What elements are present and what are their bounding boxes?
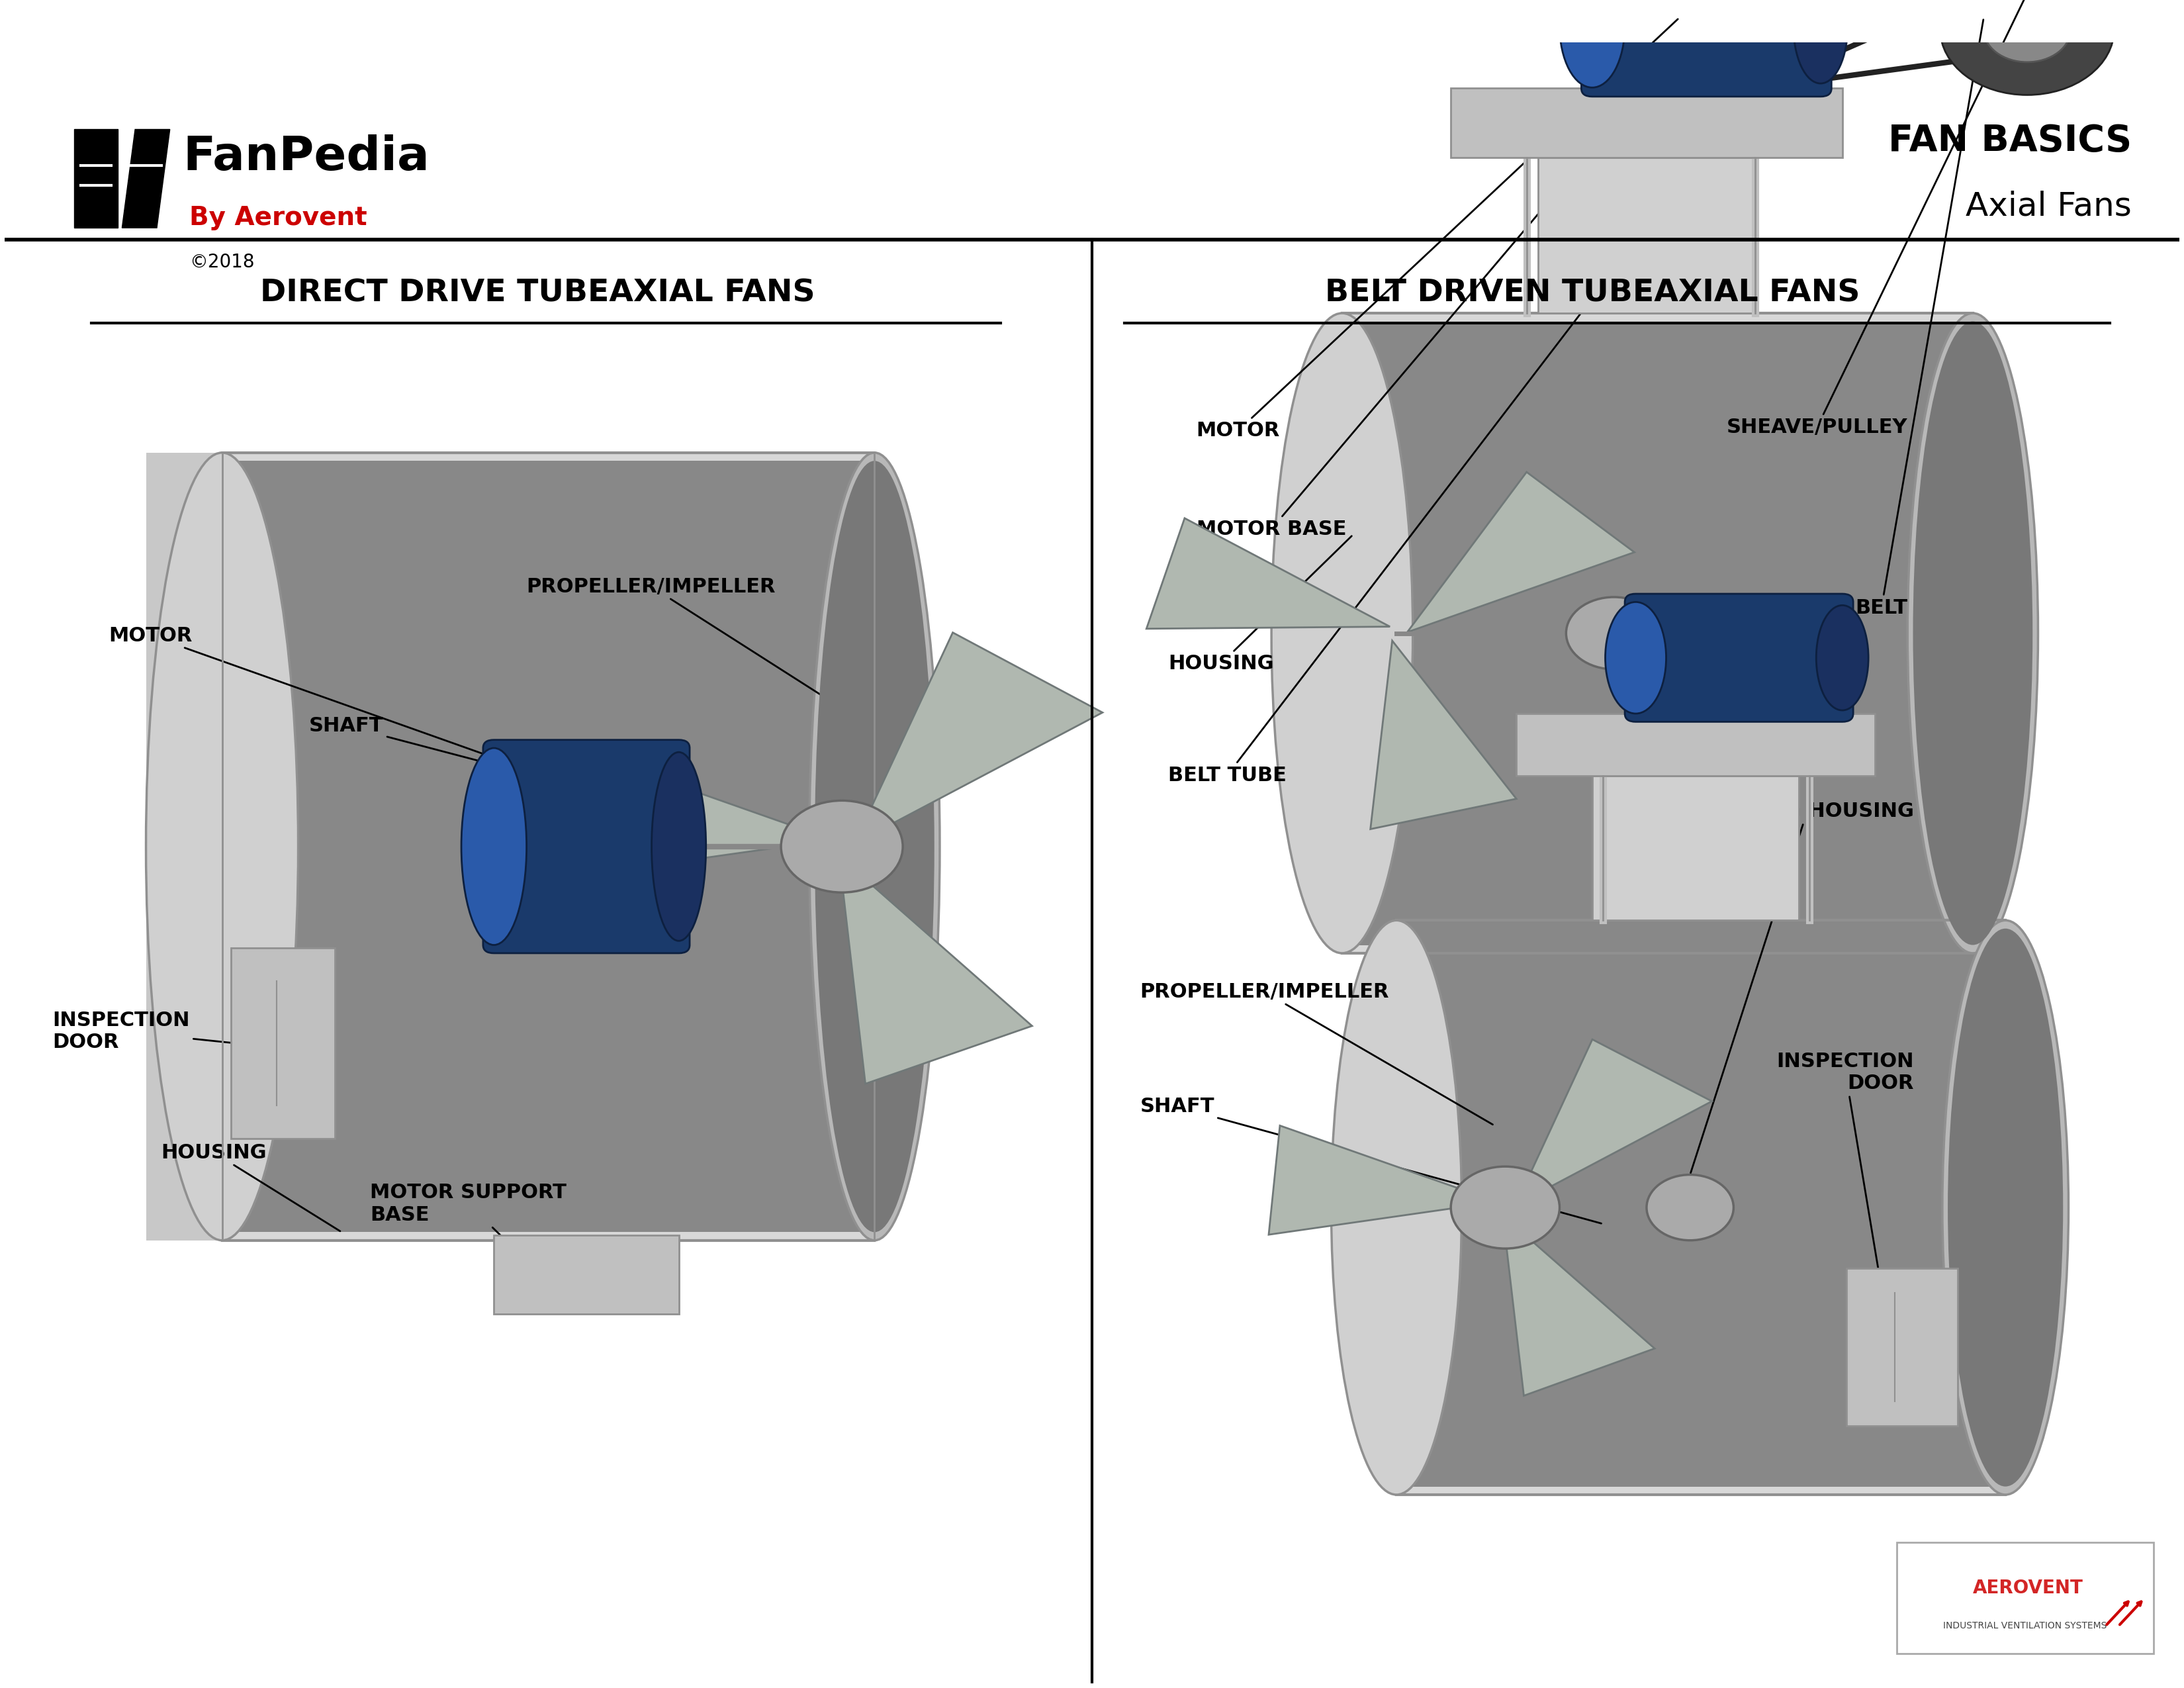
FancyBboxPatch shape bbox=[234, 461, 874, 1232]
FancyBboxPatch shape bbox=[1352, 321, 1972, 945]
FancyBboxPatch shape bbox=[494, 1236, 679, 1315]
Polygon shape bbox=[1516, 1040, 1712, 1205]
Ellipse shape bbox=[1793, 0, 1848, 83]
FancyBboxPatch shape bbox=[1538, 157, 1756, 314]
Text: PROPELLER/IMPELLER: PROPELLER/IMPELLER bbox=[1140, 982, 1492, 1124]
FancyBboxPatch shape bbox=[1592, 776, 1800, 920]
Ellipse shape bbox=[810, 452, 939, 1241]
Polygon shape bbox=[122, 130, 170, 228]
Text: INSPECTION
DOOR: INSPECTION DOOR bbox=[1778, 1052, 1913, 1312]
Text: INSPECTION
DOOR: INSPECTION DOOR bbox=[52, 1011, 236, 1052]
Polygon shape bbox=[1369, 641, 1516, 829]
Circle shape bbox=[1647, 1175, 1734, 1241]
FancyBboxPatch shape bbox=[232, 949, 334, 1139]
Text: BELT DRIVEN TUBEAXIAL FANS: BELT DRIVEN TUBEAXIAL FANS bbox=[1326, 279, 1861, 309]
FancyBboxPatch shape bbox=[1450, 88, 1843, 157]
FancyBboxPatch shape bbox=[483, 739, 690, 954]
Text: SHEAVE/PULLEY: SHEAVE/PULLEY bbox=[1728, 0, 2027, 437]
FancyBboxPatch shape bbox=[146, 452, 229, 1241]
Text: PROPELLER/IMPELLER: PROPELLER/IMPELLER bbox=[526, 577, 852, 714]
Ellipse shape bbox=[651, 753, 705, 940]
Text: BEARING HOUSING: BEARING HOUSING bbox=[1690, 802, 1913, 1173]
FancyBboxPatch shape bbox=[74, 130, 118, 228]
Text: SHAFT: SHAFT bbox=[310, 716, 753, 832]
Text: Axial Fans: Axial Fans bbox=[1966, 191, 2132, 223]
Text: MOTOR: MOTOR bbox=[109, 626, 557, 780]
Text: SHAFT: SHAFT bbox=[1140, 1097, 1601, 1224]
Text: AEROVENT: AEROVENT bbox=[1972, 1578, 2084, 1597]
Text: DIRECT DRIVE TUBEAXIAL FANS: DIRECT DRIVE TUBEAXIAL FANS bbox=[260, 279, 815, 309]
Ellipse shape bbox=[146, 452, 299, 1241]
Circle shape bbox=[1566, 598, 1662, 668]
FancyBboxPatch shape bbox=[1343, 314, 1972, 954]
Ellipse shape bbox=[1817, 606, 1867, 711]
Polygon shape bbox=[1503, 1215, 1655, 1396]
Polygon shape bbox=[1269, 1126, 1498, 1234]
Ellipse shape bbox=[815, 461, 935, 1232]
Circle shape bbox=[1983, 0, 2070, 62]
Ellipse shape bbox=[1948, 928, 2064, 1487]
Ellipse shape bbox=[1271, 314, 1413, 954]
FancyBboxPatch shape bbox=[1625, 594, 1854, 722]
Polygon shape bbox=[542, 743, 832, 881]
FancyBboxPatch shape bbox=[223, 452, 874, 1241]
Text: ©2018: ©2018 bbox=[190, 253, 256, 272]
Ellipse shape bbox=[1605, 603, 1666, 714]
Polygon shape bbox=[1147, 518, 1389, 628]
Polygon shape bbox=[854, 633, 1103, 844]
Text: INDUSTRIAL VENTILATION SYSTEMS: INDUSTRIAL VENTILATION SYSTEMS bbox=[1944, 1622, 2108, 1631]
Text: MOTOR SUPPORT
BASE: MOTOR SUPPORT BASE bbox=[369, 1183, 579, 1313]
Ellipse shape bbox=[1332, 920, 1461, 1494]
Polygon shape bbox=[839, 856, 1033, 1084]
Text: MOTOR BASE: MOTOR BASE bbox=[1197, 127, 1612, 538]
FancyBboxPatch shape bbox=[1516, 714, 1874, 776]
Text: BELT: BELT bbox=[1854, 20, 1983, 618]
Ellipse shape bbox=[461, 748, 526, 945]
FancyBboxPatch shape bbox=[1396, 920, 2005, 1494]
Text: MOTOR: MOTOR bbox=[1197, 19, 1677, 441]
Text: By Aerovent: By Aerovent bbox=[190, 206, 367, 231]
Ellipse shape bbox=[1913, 321, 2033, 945]
Text: BELT TUBE: BELT TUBE bbox=[1168, 257, 1623, 785]
Circle shape bbox=[1939, 0, 2114, 95]
Text: HOUSING: HOUSING bbox=[162, 1143, 341, 1231]
Ellipse shape bbox=[1907, 314, 2038, 954]
Ellipse shape bbox=[1942, 920, 2068, 1494]
FancyBboxPatch shape bbox=[1581, 0, 1832, 96]
Text: FAN BASICS: FAN BASICS bbox=[1887, 123, 2132, 159]
FancyBboxPatch shape bbox=[1406, 928, 2005, 1487]
FancyBboxPatch shape bbox=[1848, 1268, 1957, 1426]
Circle shape bbox=[782, 800, 902, 893]
Text: FanPedia: FanPedia bbox=[183, 135, 430, 181]
Text: HOUSING: HOUSING bbox=[1168, 537, 1352, 674]
Polygon shape bbox=[1406, 473, 1634, 633]
Circle shape bbox=[1450, 1166, 1559, 1249]
Ellipse shape bbox=[1559, 0, 1625, 88]
